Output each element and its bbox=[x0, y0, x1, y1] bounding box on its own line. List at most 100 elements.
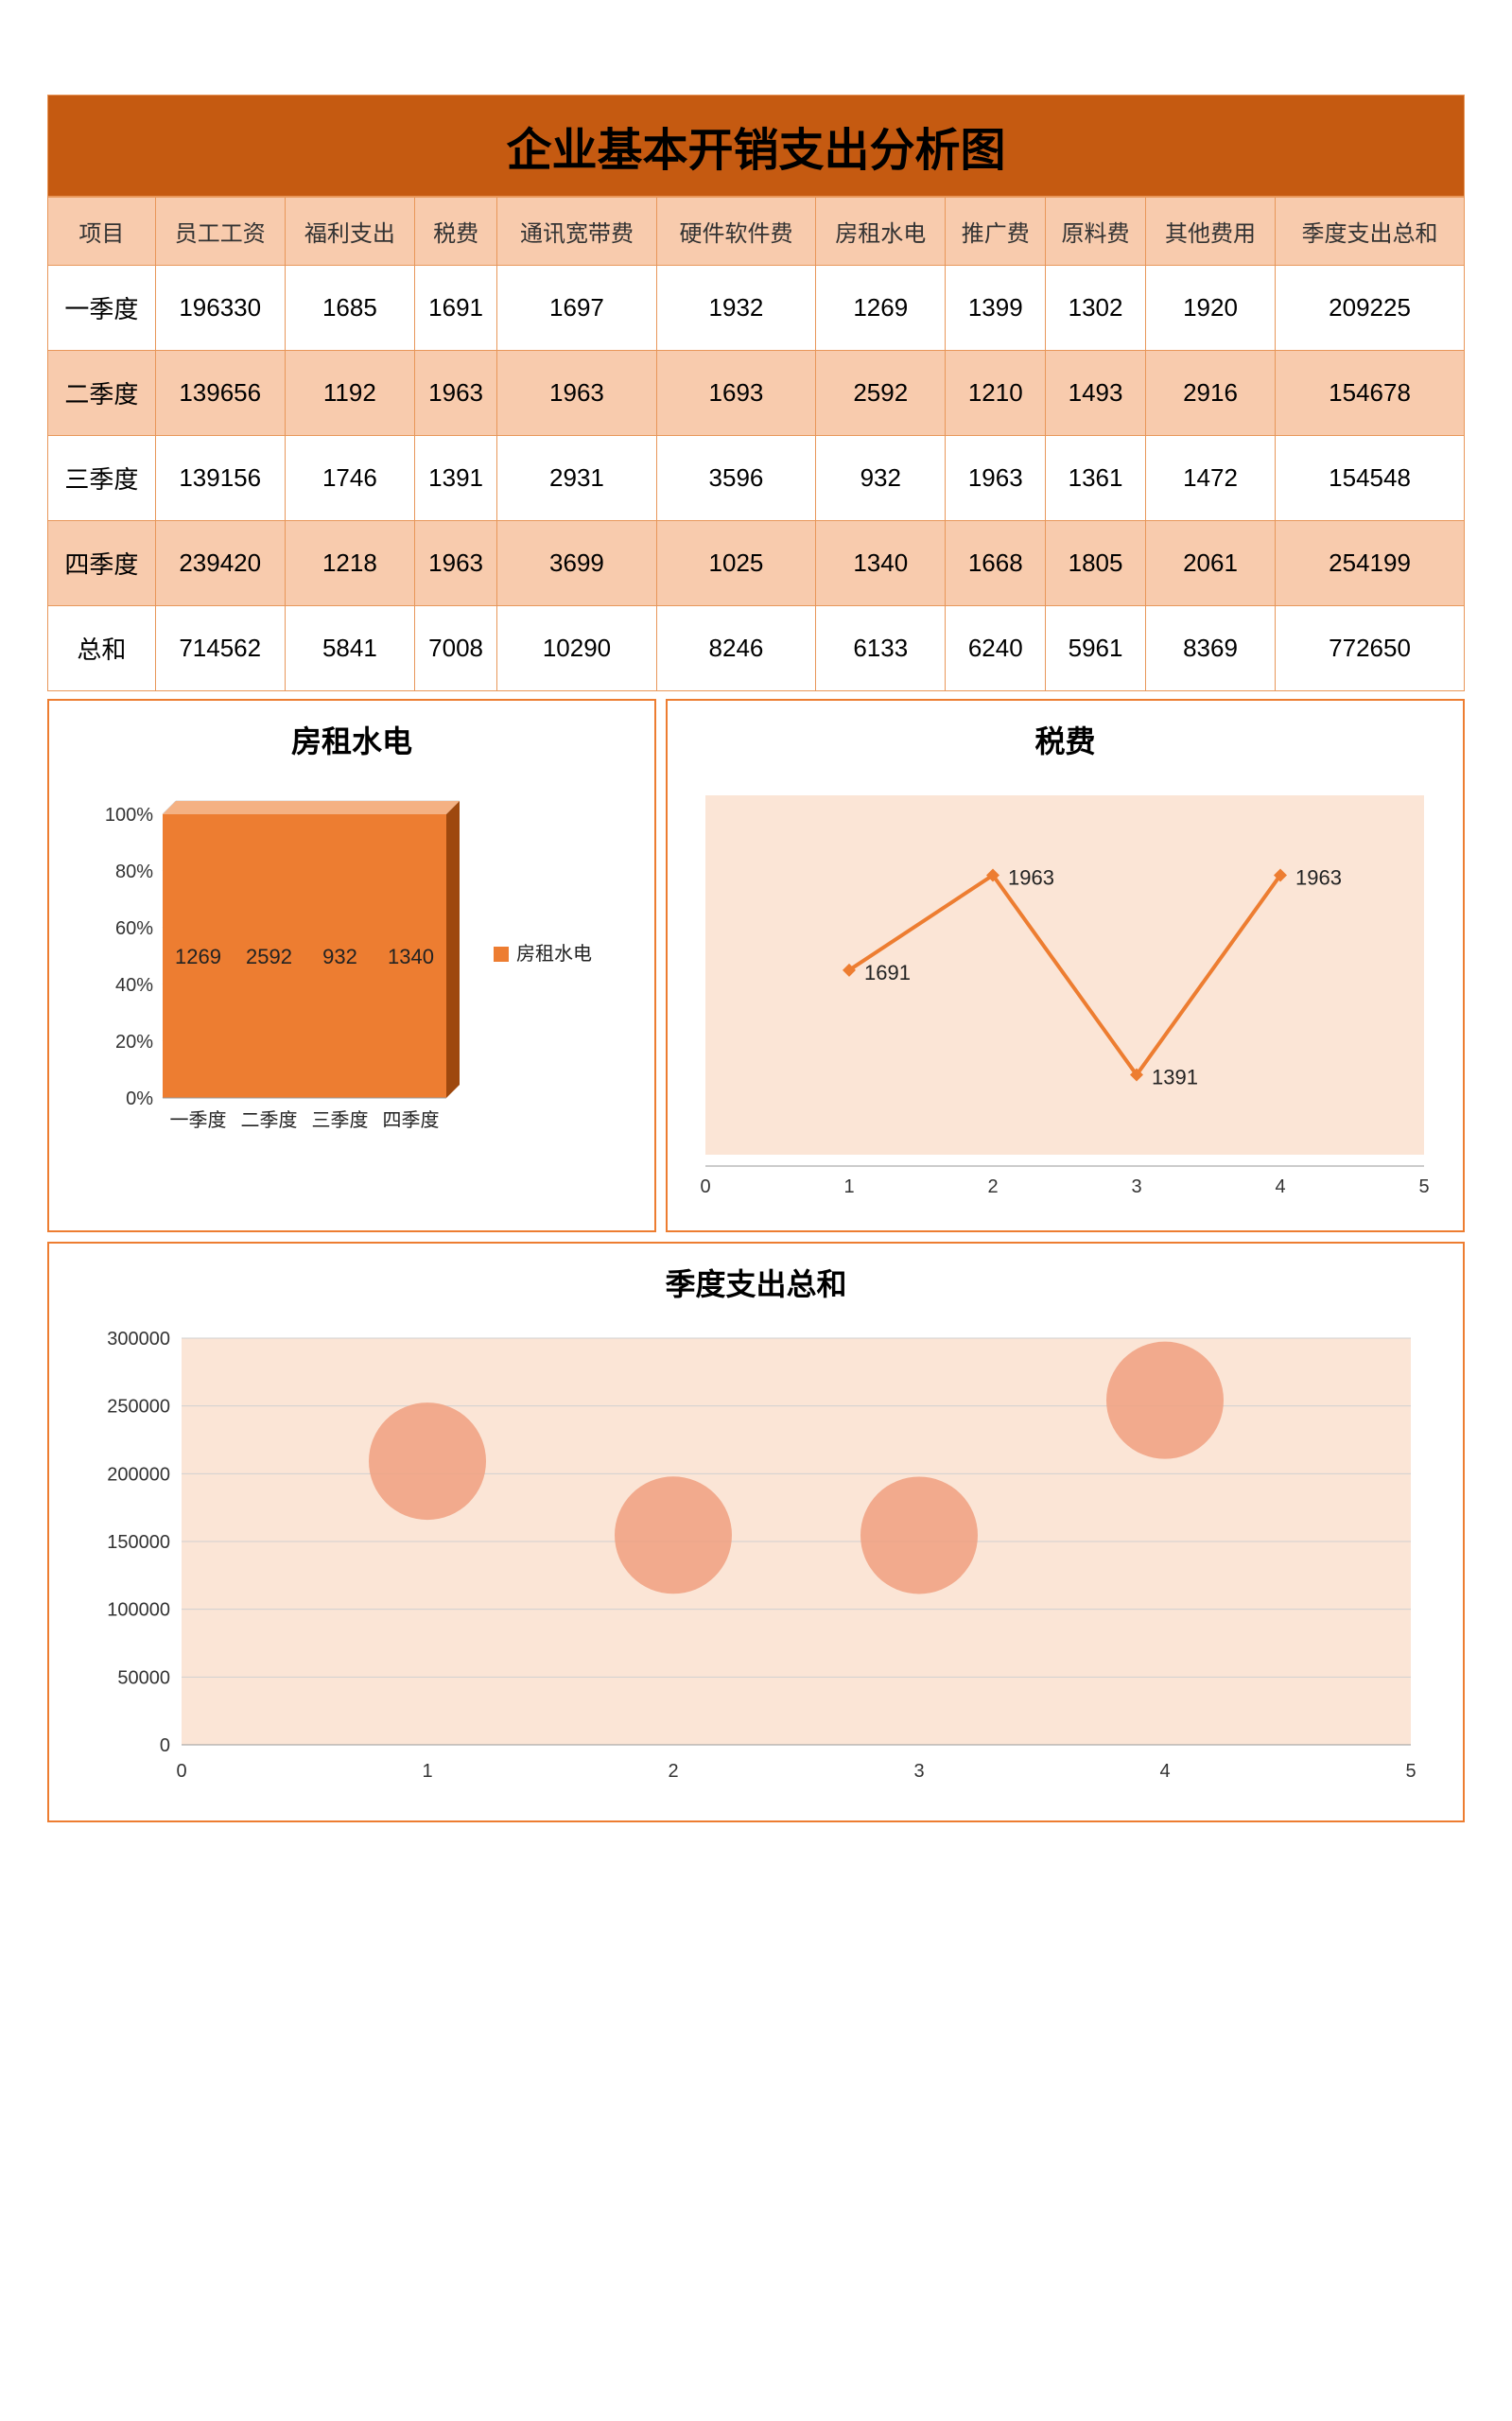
tax-chart-container: 税费 1691196313911963012345 bbox=[666, 699, 1465, 1232]
table-cell: 1192 bbox=[285, 351, 414, 436]
svg-text:1340: 1340 bbox=[388, 945, 434, 968]
table-cell: 8246 bbox=[656, 606, 815, 691]
page-title: 企业基本开销支出分析图 bbox=[47, 95, 1465, 197]
table-column-header: 原料费 bbox=[1046, 198, 1146, 266]
table-cell: 139156 bbox=[155, 436, 285, 521]
svg-text:房租水电: 房租水电 bbox=[516, 943, 592, 965]
rent-chart: 0%20%40%60%80%100%1269一季度2592二季度932三季度13… bbox=[59, 776, 645, 1193]
table-row: 二季度1396561192196319631693259212101493291… bbox=[48, 351, 1465, 436]
svg-text:5: 5 bbox=[1418, 1176, 1429, 1197]
table-cell: 2916 bbox=[1145, 351, 1275, 436]
table-cell: 1691 bbox=[414, 266, 496, 351]
table-column-header: 房租水电 bbox=[816, 198, 946, 266]
table-row: 四季度2394201218196336991025134016681805206… bbox=[48, 521, 1465, 606]
table-body: 一季度1963301685169116971932126913991302192… bbox=[48, 266, 1465, 691]
svg-text:1269: 1269 bbox=[175, 945, 221, 968]
svg-text:2: 2 bbox=[668, 1761, 678, 1782]
table-cell: 一季度 bbox=[48, 266, 156, 351]
svg-text:2592: 2592 bbox=[246, 945, 292, 968]
svg-text:100%: 100% bbox=[105, 805, 153, 826]
table-cell: 154678 bbox=[1276, 351, 1465, 436]
table-cell: 三季度 bbox=[48, 436, 156, 521]
svg-text:4: 4 bbox=[1159, 1761, 1170, 1782]
rent-chart-container: 房租水电 0%20%40%60%80%100%1269一季度2592二季度932… bbox=[47, 699, 656, 1232]
svg-text:0%: 0% bbox=[126, 1089, 153, 1109]
table-row: 总和71456258417008102908246613362405961836… bbox=[48, 606, 1465, 691]
table-cell: 1963 bbox=[497, 351, 656, 436]
table-cell: 7008 bbox=[414, 606, 496, 691]
table-column-header: 通讯宽带费 bbox=[497, 198, 656, 266]
table-cell: 1963 bbox=[946, 436, 1046, 521]
table-cell: 1963 bbox=[414, 351, 496, 436]
table-cell: 1693 bbox=[656, 351, 815, 436]
table-cell: 254199 bbox=[1276, 521, 1465, 606]
table-column-header: 福利支出 bbox=[285, 198, 414, 266]
table-cell: 二季度 bbox=[48, 351, 156, 436]
table-row: 三季度1391561746139129313596932196313611472… bbox=[48, 436, 1465, 521]
table-cell: 209225 bbox=[1276, 266, 1465, 351]
svg-text:5: 5 bbox=[1405, 1761, 1416, 1782]
total-chart: 0500001000001500002000002500003000000123… bbox=[59, 1319, 1439, 1811]
svg-text:60%: 60% bbox=[115, 918, 153, 939]
table-cell: 1218 bbox=[285, 521, 414, 606]
table-cell: 1493 bbox=[1046, 351, 1146, 436]
table-cell: 1668 bbox=[946, 521, 1046, 606]
svg-text:100000: 100000 bbox=[107, 1600, 170, 1621]
table-cell: 1805 bbox=[1046, 521, 1146, 606]
expense-table: 项目员工工资福利支出税费通讯宽带费硬件软件费房租水电推广费原料费其他费用季度支出… bbox=[47, 197, 1465, 691]
total-chart-title: 季度支出总和 bbox=[59, 1261, 1453, 1304]
svg-text:200000: 200000 bbox=[107, 1464, 170, 1485]
svg-text:1: 1 bbox=[422, 1761, 432, 1782]
table-cell: 10290 bbox=[497, 606, 656, 691]
table-column-header: 推广费 bbox=[946, 198, 1046, 266]
table-cell: 8369 bbox=[1145, 606, 1275, 691]
table-cell: 154548 bbox=[1276, 436, 1465, 521]
table-column-header: 员工工资 bbox=[155, 198, 285, 266]
table-column-header: 税费 bbox=[414, 198, 496, 266]
table-cell: 1920 bbox=[1145, 266, 1275, 351]
table-cell: 3699 bbox=[497, 521, 656, 606]
table-cell: 四季度 bbox=[48, 521, 156, 606]
svg-text:三季度: 三季度 bbox=[312, 1109, 369, 1131]
table-cell: 1685 bbox=[285, 266, 414, 351]
table-cell: 1302 bbox=[1046, 266, 1146, 351]
svg-text:932: 932 bbox=[322, 945, 357, 968]
table-cell: 2592 bbox=[816, 351, 946, 436]
table-header-row: 项目员工工资福利支出税费通讯宽带费硬件软件费房租水电推广费原料费其他费用季度支出… bbox=[48, 198, 1465, 266]
svg-text:1963: 1963 bbox=[1008, 865, 1054, 889]
table-cell: 196330 bbox=[155, 266, 285, 351]
table-cell: 1932 bbox=[656, 266, 815, 351]
table-cell: 6133 bbox=[816, 606, 946, 691]
table-cell: 1025 bbox=[656, 521, 815, 606]
tax-chart-title: 税费 bbox=[677, 718, 1453, 761]
table-cell: 总和 bbox=[48, 606, 156, 691]
tax-chart: 1691196313911963012345 bbox=[677, 776, 1452, 1221]
svg-text:0: 0 bbox=[160, 1735, 170, 1756]
table-cell: 714562 bbox=[155, 606, 285, 691]
table-column-header: 季度支出总和 bbox=[1276, 198, 1465, 266]
table-cell: 1697 bbox=[497, 266, 656, 351]
table-cell: 139656 bbox=[155, 351, 285, 436]
svg-text:3: 3 bbox=[913, 1761, 924, 1782]
table-cell: 1340 bbox=[816, 521, 946, 606]
svg-text:1: 1 bbox=[843, 1176, 854, 1197]
svg-text:一季度: 一季度 bbox=[170, 1109, 227, 1131]
table-cell: 5961 bbox=[1046, 606, 1146, 691]
svg-text:二季度: 二季度 bbox=[241, 1109, 298, 1131]
svg-text:0: 0 bbox=[176, 1761, 186, 1782]
table-cell: 1361 bbox=[1046, 436, 1146, 521]
table-cell: 1472 bbox=[1145, 436, 1275, 521]
svg-text:1691: 1691 bbox=[864, 961, 911, 984]
svg-text:4: 4 bbox=[1275, 1176, 1285, 1197]
table-cell: 1963 bbox=[414, 521, 496, 606]
rent-chart-title: 房租水电 bbox=[59, 718, 645, 761]
table-cell: 6240 bbox=[946, 606, 1046, 691]
table-column-header: 项目 bbox=[48, 198, 156, 266]
table-column-header: 硬件软件费 bbox=[656, 198, 815, 266]
table-cell: 932 bbox=[816, 436, 946, 521]
svg-text:150000: 150000 bbox=[107, 1532, 170, 1553]
table-cell: 239420 bbox=[155, 521, 285, 606]
table-cell: 1269 bbox=[816, 266, 946, 351]
table-cell: 1210 bbox=[946, 351, 1046, 436]
svg-text:3: 3 bbox=[1131, 1176, 1141, 1197]
